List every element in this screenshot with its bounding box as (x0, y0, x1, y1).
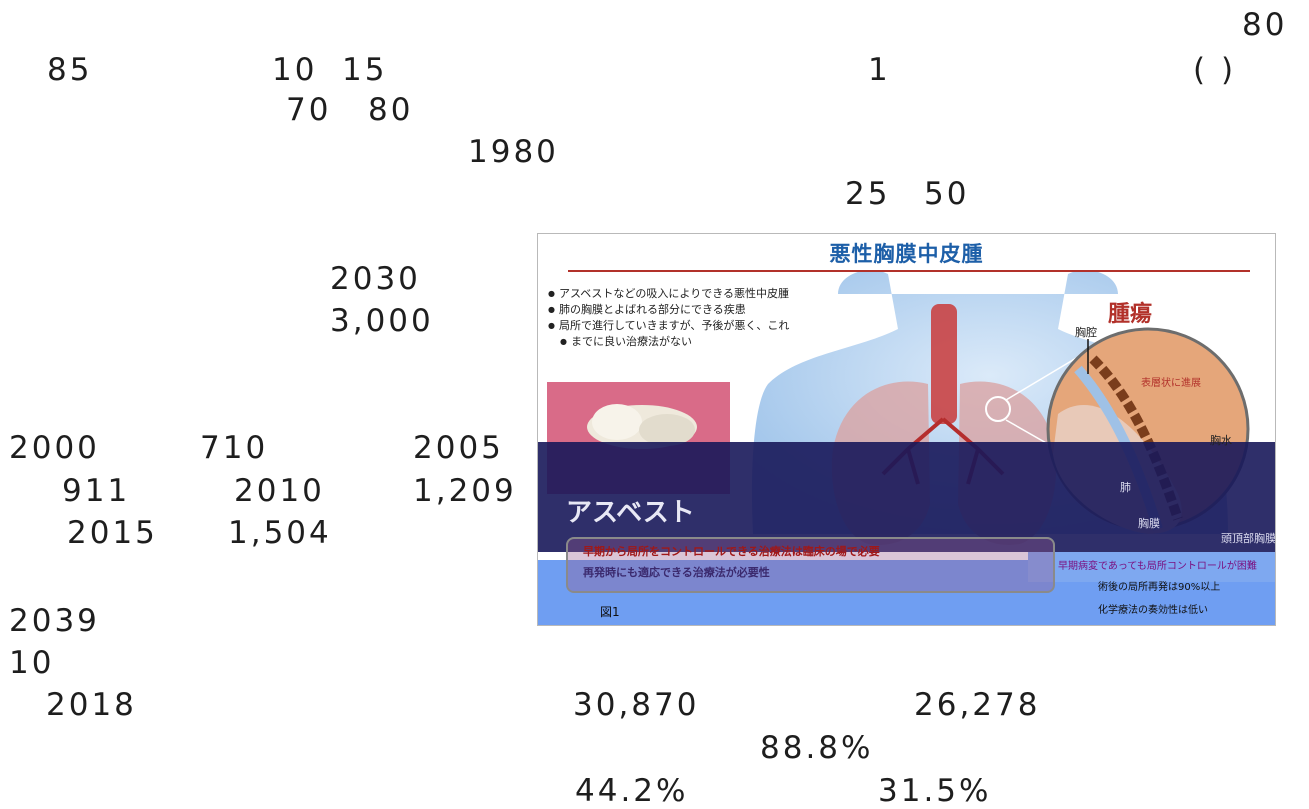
text-2018: 2018 (46, 687, 137, 723)
text-15: 15 (342, 52, 388, 88)
trachea (931, 304, 957, 424)
parietal-pleura-label: 頭頂部胸膜 (1221, 532, 1276, 545)
figure-bullet-4: までに良い治療法がない (560, 335, 692, 349)
text-2039: 2039 (9, 603, 100, 639)
text-80: 80 (368, 92, 414, 128)
text-2015: 2015 (67, 515, 158, 551)
text-1: 1 (868, 52, 891, 88)
glitch-dark-band (538, 442, 1275, 552)
text-50: 50 (924, 176, 970, 212)
text-2005: 2005 (413, 430, 504, 466)
text-2010: 2010 (234, 473, 325, 509)
text-80-top: 80 (1242, 7, 1288, 43)
text-2000: 2000 (9, 430, 100, 466)
lung-label: 肺 (1120, 481, 1131, 494)
figure-bullet-2: 肺の胸膜とよばれる部分にできる疾患 (548, 303, 746, 317)
text-911: 911 (62, 473, 131, 509)
mesothelioma-figure: 悪性胸膜中皮腫 アスベストなどの吸入によりできる悪性中皮腫 肺の胸膜とよばれる部… (537, 233, 1276, 626)
title-rule (568, 270, 1250, 272)
text-1504: 1,504 (228, 515, 332, 551)
pleural-effusion-label: 胸水 (1210, 434, 1232, 447)
clinical-need-note: 早期から局所をコントロールできる治療法は臨床の場で必要 (583, 545, 880, 558)
chemo-efficacy-note: 化学療法の奏効性は低い (1098, 605, 1208, 616)
zoom-connector-top (1005, 353, 1084, 401)
text-70: 70 (286, 92, 332, 128)
text-1980: 1980 (468, 134, 559, 170)
text-25: 25 (845, 176, 891, 212)
zoom-marker (985, 396, 1011, 422)
clinical-need-box (566, 537, 1055, 593)
figure-bullet-1: アスベストなどの吸入によりできる悪性中皮腫 (548, 287, 789, 301)
text-31-5-percent: 31.5% (878, 773, 992, 809)
text-30870: 30,870 (573, 687, 700, 723)
text-2030: 2030 (330, 261, 421, 297)
text-parentheses: ( ) (1193, 52, 1237, 88)
tumor-label: 腫瘍 (1108, 302, 1153, 327)
text-88-8-percent: 88.8% (760, 730, 874, 766)
figure-title: 悪性胸膜中皮腫 (829, 242, 984, 266)
text-3000: 3,000 (330, 303, 434, 339)
early-lesion-note: 早期病変であっても局所コントロールが困難 (1058, 561, 1257, 572)
figure-number-label: 図1 (600, 605, 620, 619)
asbestos-label: アスベスト (566, 498, 695, 528)
pleura-label: 胸膜 (1138, 517, 1160, 530)
text-10-b: 10 (9, 645, 55, 681)
text-44-2-percent: 44.2% (575, 773, 689, 809)
text-1209: 1,209 (413, 473, 517, 509)
text-710: 710 (200, 430, 269, 466)
text-10: 10 (272, 52, 318, 88)
recurrence-rate-note: 術後の局所再発は90%以上 (1098, 582, 1221, 593)
superficial-spread-label: 表層状に進展 (1141, 378, 1201, 389)
glitch-right-blue (1028, 552, 1275, 582)
recurrence-note: 再発時にも適応できる治療法が必要性 (583, 566, 770, 579)
chest-cavity-label: 胸腔 (1075, 326, 1097, 339)
figure-bullet-3: 局所で進行していきますが、予後が悪く、これ (548, 319, 789, 333)
text-26278: 26,278 (914, 687, 1041, 723)
text-85: 85 (47, 52, 93, 88)
